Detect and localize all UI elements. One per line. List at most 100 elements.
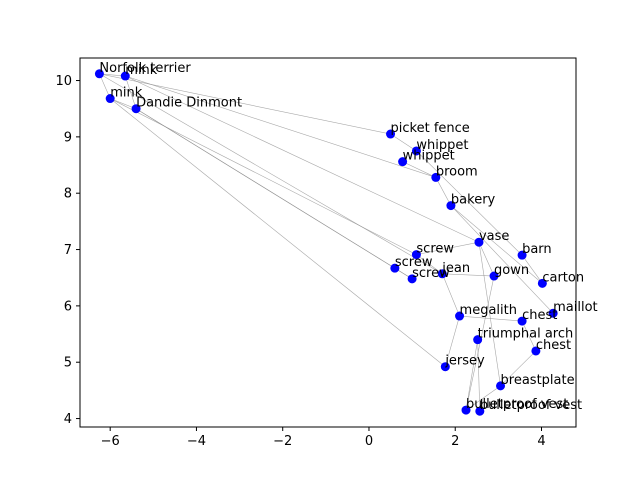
plot-area-frame (79, 57, 577, 428)
edge-line (500, 350, 537, 387)
point-label: broom (436, 164, 478, 179)
point-label: whippet (403, 149, 455, 164)
data-point (386, 129, 396, 139)
point-label: chest (536, 338, 571, 353)
point-label: breastplate (501, 373, 575, 388)
data-point (517, 316, 527, 326)
edge-line (465, 385, 501, 411)
edge-line (416, 150, 523, 256)
x-tick-label: −2 (273, 434, 292, 449)
point-layer (94, 69, 558, 416)
point-label: maillot (553, 300, 598, 315)
edge-line (478, 242, 495, 277)
edge-line (110, 98, 137, 109)
data-point (390, 263, 400, 273)
x-tick-label: 0 (365, 434, 373, 449)
point-label: bakery (451, 193, 496, 208)
edge-line (99, 73, 111, 99)
point-label: barn (522, 242, 552, 257)
point-label: carton (542, 270, 584, 285)
edge-layer (99, 73, 554, 412)
x-tick-label: 2 (451, 434, 459, 449)
edge-line (416, 241, 480, 255)
data-point (431, 172, 441, 182)
data-point (461, 405, 471, 415)
data-point (548, 308, 558, 318)
edge-line (110, 98, 446, 367)
point-label: jean (441, 261, 470, 276)
data-point (437, 269, 447, 279)
x-tick-label: −6 (101, 434, 120, 449)
edge-line (99, 73, 443, 275)
edge-line (442, 273, 460, 317)
point-label: screw (395, 255, 433, 270)
edge-line (135, 108, 413, 280)
point-label: jersey (444, 354, 485, 369)
x-tick-label: −4 (187, 434, 206, 449)
data-point (411, 146, 421, 156)
edge-line (125, 75, 480, 243)
point-label: vase (479, 229, 509, 244)
y-tick-label: 6 (64, 299, 72, 314)
y-tick-label: 9 (64, 130, 72, 145)
edge-line (445, 315, 460, 367)
y-axis: 4 5 6 7 8 9 10 (55, 74, 80, 427)
data-point (411, 250, 421, 260)
edge-line (459, 315, 523, 322)
point-label: mink (125, 63, 158, 78)
point-label: triumphal arch (478, 327, 574, 342)
data-point (517, 250, 527, 260)
point-label: screw (412, 266, 450, 281)
edge-line (390, 133, 417, 152)
data-point (120, 71, 130, 81)
edge-line (110, 98, 417, 255)
x-tick-label: 4 (537, 434, 545, 449)
data-point (455, 311, 465, 321)
y-tick-label: 10 (55, 74, 72, 89)
edge-line (125, 75, 137, 109)
edge-line (465, 339, 478, 411)
data-point (496, 381, 506, 391)
point-label: whippet (416, 138, 468, 153)
data-point (105, 94, 115, 104)
data-point (407, 274, 417, 284)
edge-line (521, 255, 543, 284)
edge-line (521, 320, 537, 352)
edge-line (450, 205, 543, 284)
point-label: megalith (460, 303, 517, 318)
edge-line (478, 242, 501, 386)
edge-line (416, 254, 443, 275)
data-point (446, 201, 456, 211)
edge-line (442, 273, 495, 277)
edge-line (99, 73, 391, 135)
y-tick-label: 7 (64, 243, 72, 258)
x-axis: −6 −4 −2 0 2 4 (101, 427, 546, 449)
edge-line (450, 205, 554, 314)
point-label: gown (494, 263, 529, 278)
data-point (94, 69, 104, 79)
point-label: screw (416, 242, 454, 257)
point-label: mink (110, 86, 143, 101)
y-tick-label: 5 (64, 356, 72, 371)
data-point (440, 362, 450, 372)
data-point (473, 335, 483, 345)
point-label: chest (522, 308, 557, 323)
y-tick-label: 4 (64, 412, 72, 427)
point-label: picket fence (391, 121, 470, 136)
edge-line (402, 161, 436, 178)
data-point (537, 278, 547, 288)
data-point (474, 237, 484, 247)
data-point (131, 104, 141, 114)
point-label: Dandie Dinmont (136, 96, 242, 111)
data-point (475, 406, 485, 416)
point-label: bulletproof vest (480, 398, 582, 413)
data-point (531, 346, 541, 356)
y-tick-label: 8 (64, 187, 72, 202)
point-label: Norfolk terrier (99, 61, 191, 76)
edge-line (435, 177, 452, 206)
point-label: bulletproof vest (466, 397, 568, 412)
edge-line (125, 75, 436, 178)
data-point (398, 157, 408, 167)
